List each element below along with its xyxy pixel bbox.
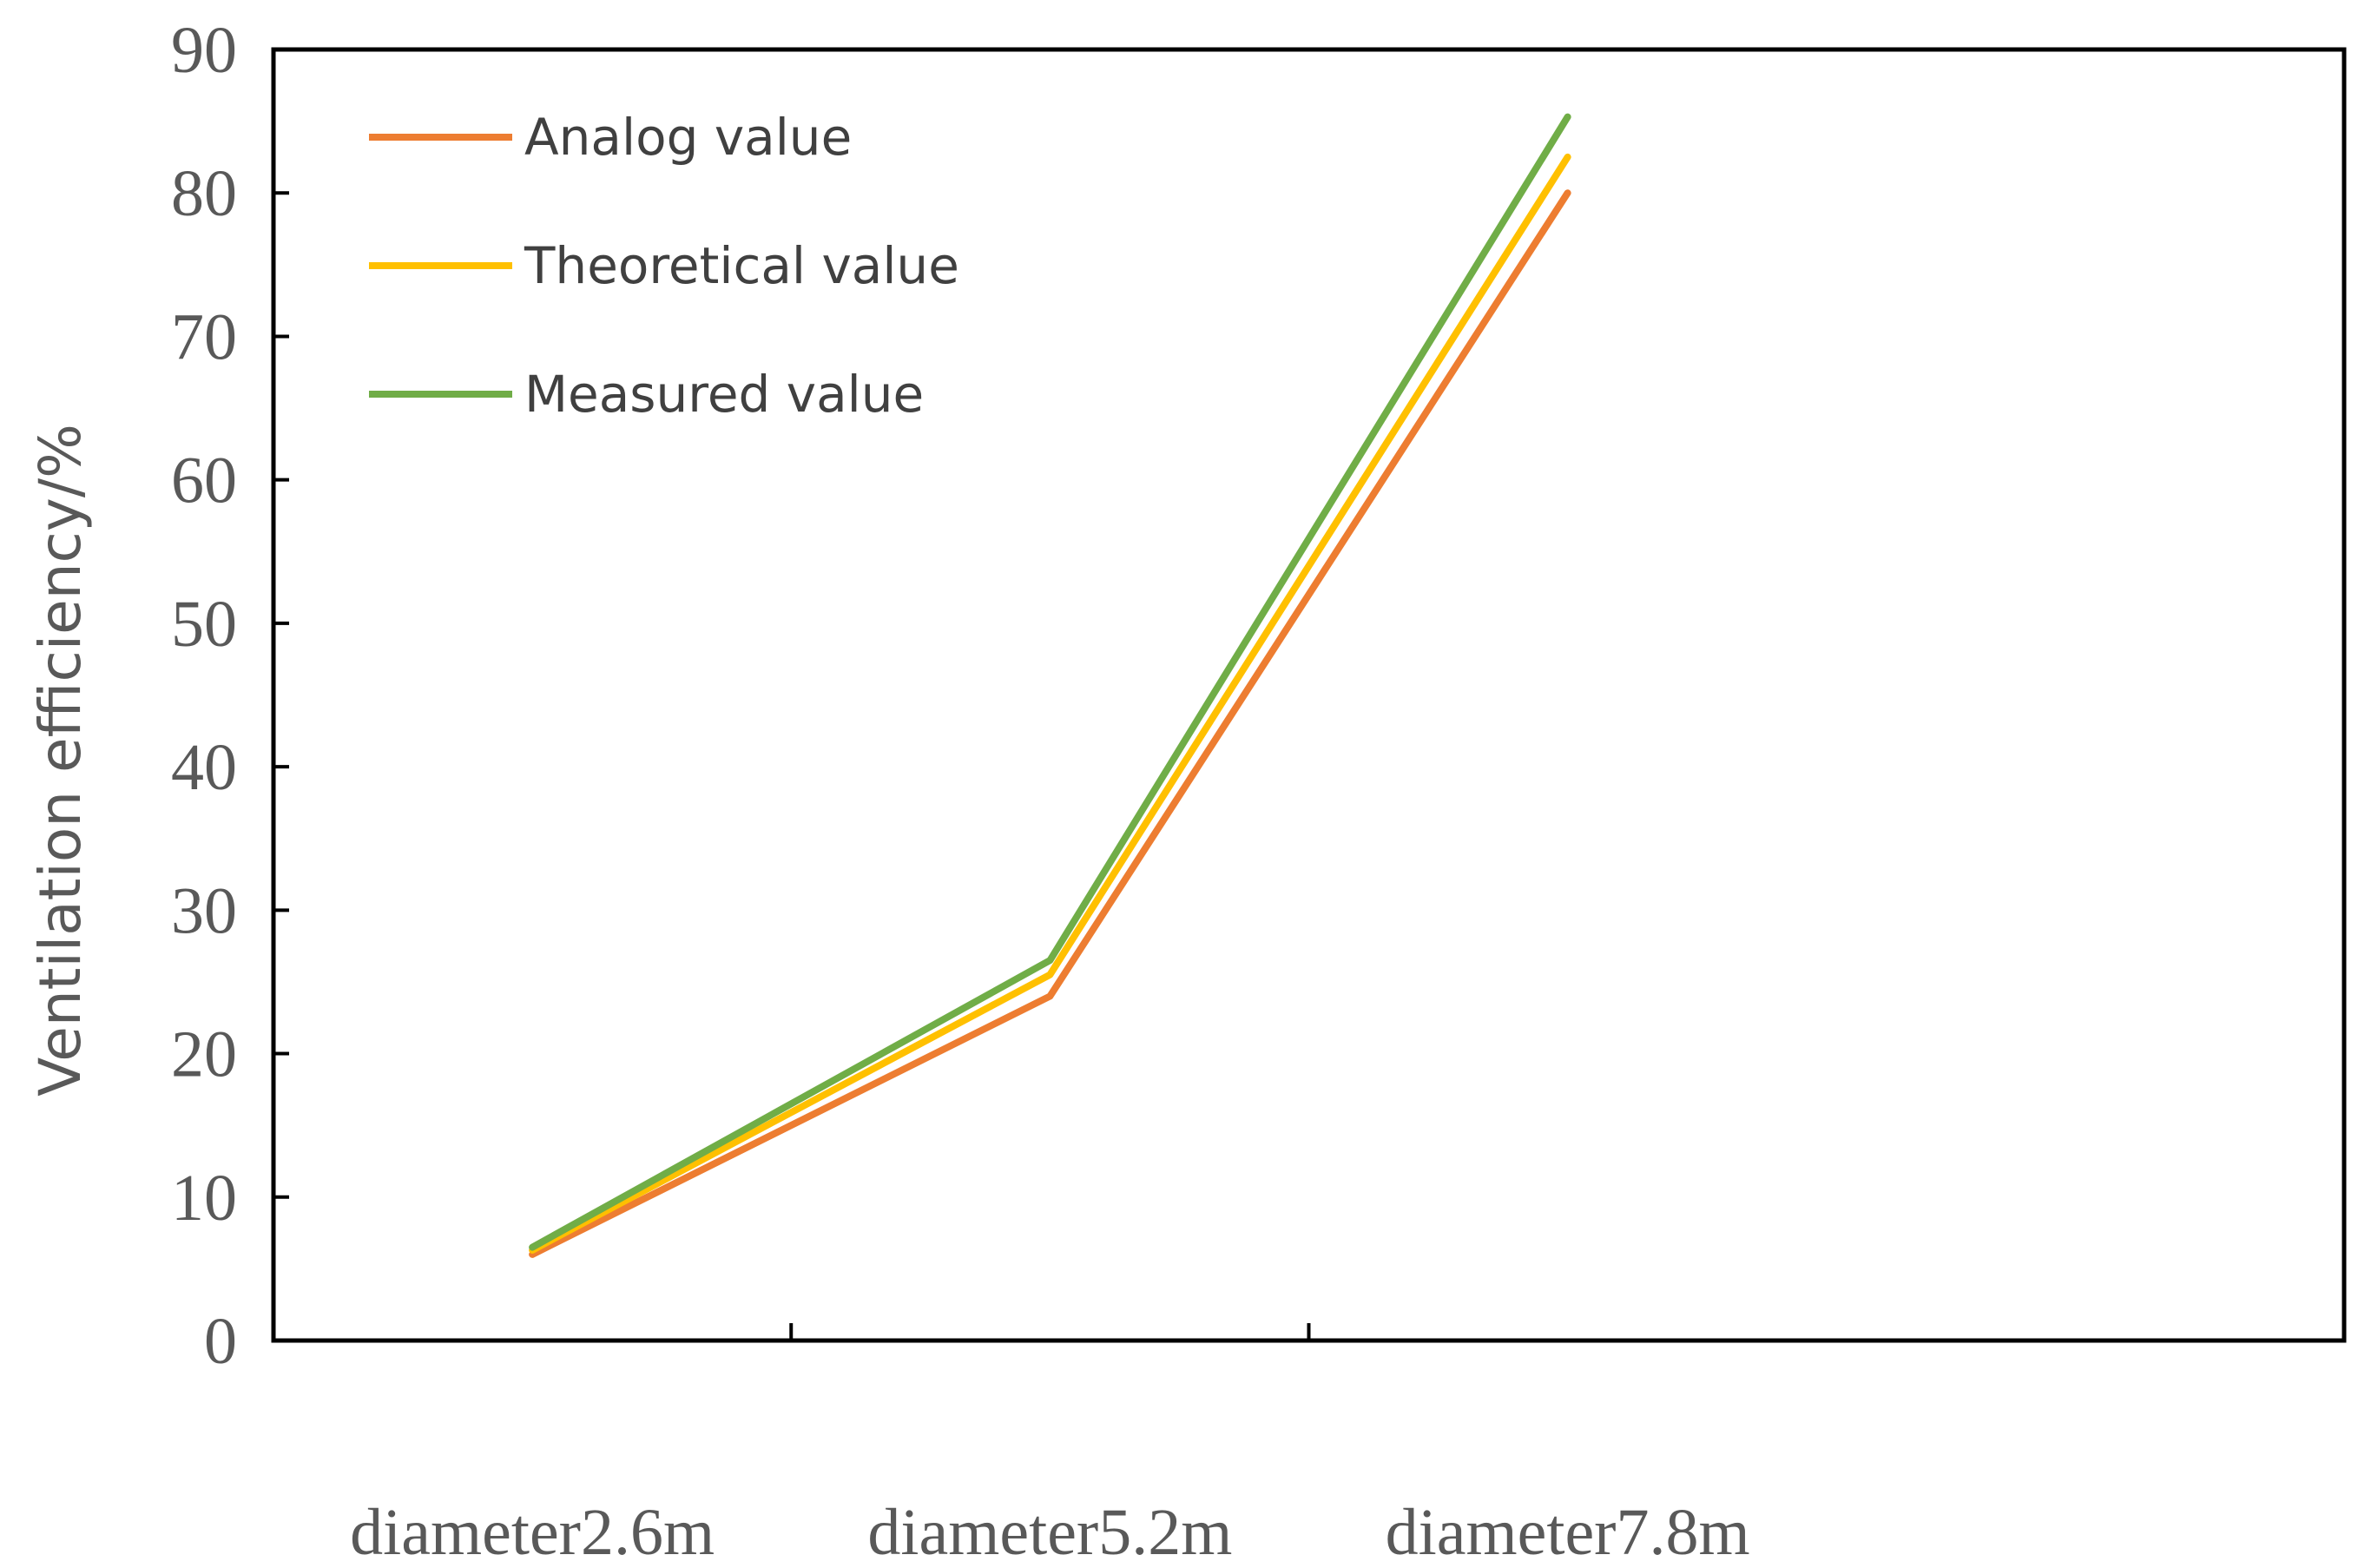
y-tick-label: 50 [171,588,237,661]
y-tick-label: 60 [171,445,237,517]
series-line-analog-value [529,189,1571,1258]
x-category-label: diameter2.6m [350,1496,715,1568]
y-tick-label: 0 [204,1305,237,1378]
series-line-measured-value [529,113,1571,1251]
y-tick-label: 20 [171,1018,237,1091]
y-tick-label: 40 [171,731,237,804]
y-axis-ticks: 0 10 20 30 40 50 60 70 80 90 [171,14,289,1378]
series-lines [529,113,1571,1258]
legend-label: Analog value [524,108,852,167]
x-axis-ticks: diameter2.6m diameter5.2m diameter7.8m [350,1323,1750,1568]
y-tick-label: 30 [171,874,237,947]
legend-label: Theoretical value [524,236,959,295]
y-tick-label: 70 [171,300,237,373]
y-tick-label: 10 [171,1162,237,1235]
y-tick-label: 90 [171,14,237,87]
series-line-theoretical-value [529,153,1571,1254]
x-category-label: diameter5.2m [867,1496,1232,1568]
y-axis-title: Ventilation efficiency/% [27,424,94,1097]
legend: Analog value Theoretical value Measured va… [369,108,959,424]
legend-label: Measured value [524,365,924,424]
y-tick-label: 80 [171,157,237,230]
x-category-label: diameter7.8m [1386,1496,1750,1568]
